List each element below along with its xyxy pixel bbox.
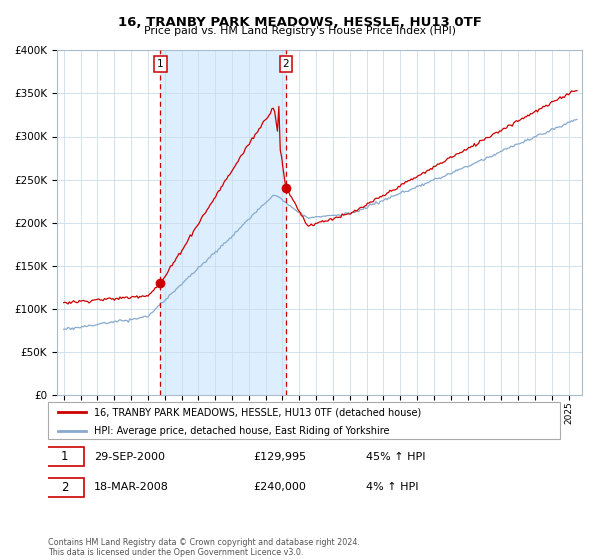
Text: 29-SEP-2000: 29-SEP-2000 [94,452,165,462]
Text: 16, TRANBY PARK MEADOWS, HESSLE, HU13 0TF (detached house): 16, TRANBY PARK MEADOWS, HESSLE, HU13 0T… [94,407,421,417]
FancyBboxPatch shape [46,447,84,466]
Text: £240,000: £240,000 [253,482,306,492]
FancyBboxPatch shape [48,402,560,439]
Bar [160,50,286,395]
Text: HPI: Average price, detached house, East Riding of Yorkshire: HPI: Average price, detached house, East… [94,426,389,436]
Text: £129,995: £129,995 [253,452,307,462]
Text: Contains HM Land Registry data © Crown copyright and database right 2024.
This d: Contains HM Land Registry data © Crown c… [48,538,360,557]
Text: 18-MAR-2008: 18-MAR-2008 [94,482,169,492]
FancyBboxPatch shape [46,478,84,497]
Text: 1: 1 [61,450,68,464]
Text: 16, TRANBY PARK MEADOWS, HESSLE, HU13 0TF: 16, TRANBY PARK MEADOWS, HESSLE, HU13 0T… [118,16,482,29]
Text: 1: 1 [157,59,164,69]
Text: 2: 2 [61,480,68,494]
Text: 4% ↑ HPI: 4% ↑ HPI [366,482,419,492]
Text: 2: 2 [283,59,289,69]
Text: Price paid vs. HM Land Registry's House Price Index (HPI): Price paid vs. HM Land Registry's House … [144,26,456,36]
Text: 45% ↑ HPI: 45% ↑ HPI [366,452,425,462]
